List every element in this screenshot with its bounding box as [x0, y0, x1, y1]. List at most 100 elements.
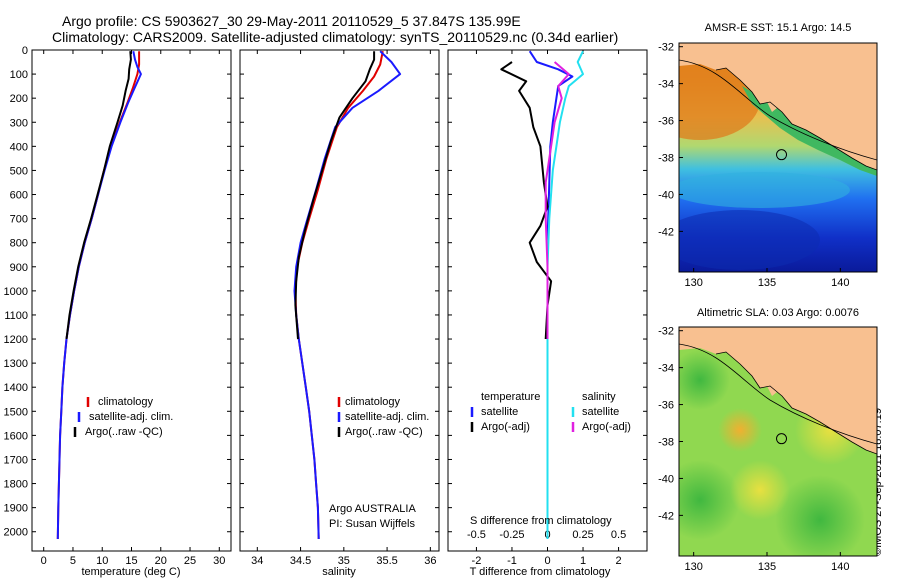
x-tick-label: 0 — [41, 555, 47, 567]
legend-label-s-satellite: satellite — [582, 406, 619, 418]
map-x-tick-label: 135 — [758, 277, 776, 289]
difference-legend: temperature satellite Argo(-adj) salinit… — [470, 391, 631, 527]
temperature-profile-plot: 0 5 10 15 20 25 300100200300400500600700800900… — [4, 45, 231, 567]
map-y-tick-label: -36 — [658, 400, 674, 412]
sst-map-title: AMSR-E SST: 15.1 Argo: 14.5 — [705, 22, 852, 34]
y-tick-label: 1900 — [4, 503, 28, 515]
x-tick-label: 1 — [580, 555, 586, 567]
legend-label-argo: Argo(..raw -QC) — [345, 426, 423, 438]
x-tick-label: -1 — [507, 555, 517, 567]
sla-map-axes: 130 135 140 -32 -34 -36 -38 -40 -42 — [658, 326, 849, 573]
legend-label-satellite-adj: satellite-adj. clim. — [345, 411, 429, 423]
legend-label-climatology: climatology — [345, 396, 401, 408]
temperature-legend: climatology satellite-adj. clim. Argo(..… — [73, 396, 173, 438]
x-tick-label: -2 — [472, 555, 482, 567]
legend-label-satellite-adj: satellite-adj. clim. — [89, 411, 173, 423]
legend-label-s-argo: Argo(-adj) — [582, 421, 631, 433]
y-tick-label: 1600 — [4, 430, 28, 442]
figure-title-line1: Argo profile: CS 5903627_30 29-May-2011 … — [62, 13, 521, 29]
y-tick-label: 1700 — [4, 454, 28, 466]
x-tick-label: 34 — [251, 555, 263, 567]
y-tick-label: 1300 — [4, 358, 28, 370]
legend-label-climatology: climatology — [98, 396, 154, 408]
salinity-x-axis-label: salinity — [322, 566, 356, 578]
x-tick-label: 34.5 — [290, 555, 311, 567]
map-y-tick-label: -36 — [658, 116, 674, 128]
legend-heading-temperature: temperature — [481, 391, 540, 403]
sst-map-axes: 130 135 140 -32 -34 -36 -38 -40 -42 — [658, 42, 849, 289]
salinity-panel-frame — [239, 49, 440, 552]
x-tick-label: 35 — [338, 555, 350, 567]
series-line-climatology — [56, 51, 141, 540]
temperature-panel-frame — [31, 49, 232, 552]
map-y-tick-label: -32 — [658, 326, 674, 338]
x-tick-label: 30 — [213, 555, 225, 567]
top-tick-label: -0.25 — [499, 529, 524, 541]
map-y-tick-label: -42 — [658, 510, 674, 522]
difference-profile-plot: -2 -1 0 1 2-0.5 -0.25 0 0.25 0.5 — [448, 49, 647, 567]
y-tick-label: 800 — [10, 238, 28, 250]
map-y-tick-label: -34 — [658, 79, 674, 91]
x-tick-label: 36 — [424, 555, 436, 567]
figure-title-line2: Climatology: CARS2009. Satellite-adjuste… — [52, 29, 619, 45]
y-tick-label: 100 — [10, 69, 28, 81]
x-tick-label: 5 — [70, 555, 76, 567]
series-line-satellite — [528, 50, 574, 539]
y-tick-label: 1200 — [4, 334, 28, 346]
argo-location-marker — [776, 433, 788, 445]
sla-map-title: Altimetric SLA: 0.03 Argo: 0.0076 — [697, 307, 859, 319]
y-tick-label: 400 — [10, 141, 28, 153]
x-tick-label: 10 — [96, 555, 108, 567]
map-y-tick-label: -38 — [658, 437, 674, 449]
y-tick-label: 1400 — [4, 382, 28, 394]
map-y-tick-label: -42 — [658, 226, 674, 238]
top-tick-label: 0.5 — [611, 529, 626, 541]
map-y-tick-label: -40 — [658, 473, 674, 485]
y-tick-label: 1800 — [4, 479, 28, 491]
t-difference-x-axis-label: T difference from climatology — [470, 566, 611, 578]
series-line-satellite-adj--clim- — [56, 51, 142, 540]
x-tick-label: 35.5 — [376, 555, 397, 567]
y-tick-label: 500 — [10, 165, 28, 177]
series-line-argo---raw--qc- — [294, 51, 376, 340]
map-x-tick-label: 140 — [831, 277, 849, 289]
x-tick-label: 0 — [544, 555, 550, 567]
series-line-satellite-adj--clim- — [293, 50, 402, 540]
y-tick-label: 600 — [10, 190, 28, 202]
x-tick-label: 2 — [616, 555, 622, 567]
series-line-argo---raw--qc- — [65, 51, 132, 340]
salinity-profile-plot: 34 34.5 35 35.5 36 — [240, 49, 439, 567]
x-tick-label: 15 — [125, 555, 137, 567]
argo-location-marker — [776, 149, 788, 161]
y-tick-label: 700 — [10, 214, 28, 226]
map-y-tick-label: -38 — [658, 153, 674, 165]
map-x-tick-label: 130 — [684, 277, 702, 289]
map-x-tick-label: 140 — [831, 561, 849, 573]
y-tick-label: 2000 — [4, 527, 28, 539]
map-x-tick-label: 135 — [758, 561, 776, 573]
legend-heading-salinity: salinity — [582, 391, 616, 403]
legend-label-argo: Argo(..raw -QC) — [85, 426, 163, 438]
series-line-argo--adj- — [544, 61, 570, 339]
sla-map — [679, 327, 877, 556]
salinity-legend: climatology satellite-adj. clim. Argo(..… — [329, 396, 429, 530]
x-tick-label: 20 — [155, 555, 167, 567]
legend-label-t-argo: Argo(-adj) — [481, 421, 530, 433]
map-x-tick-label: 130 — [684, 561, 702, 573]
series-line-climatology — [294, 51, 384, 540]
y-tick-label: 900 — [10, 262, 28, 274]
map-y-tick-label: -32 — [658, 42, 674, 54]
legend-label-t-satellite: satellite — [481, 406, 518, 418]
s-difference-label: S difference from climatology — [470, 515, 612, 527]
series-line-argo--adj- — [500, 61, 553, 340]
top-tick-label: -0.5 — [467, 529, 486, 541]
top-tick-label: 0.25 — [572, 529, 593, 541]
temperature-x-axis-label: temperature (deg C) — [81, 566, 180, 578]
y-tick-label: 1000 — [4, 286, 28, 298]
y-tick-label: 200 — [10, 93, 28, 105]
y-tick-label: 300 — [10, 117, 28, 129]
y-tick-label: 1100 — [4, 310, 28, 322]
map-y-tick-label: -34 — [658, 363, 674, 375]
y-tick-label: 1500 — [4, 406, 28, 418]
